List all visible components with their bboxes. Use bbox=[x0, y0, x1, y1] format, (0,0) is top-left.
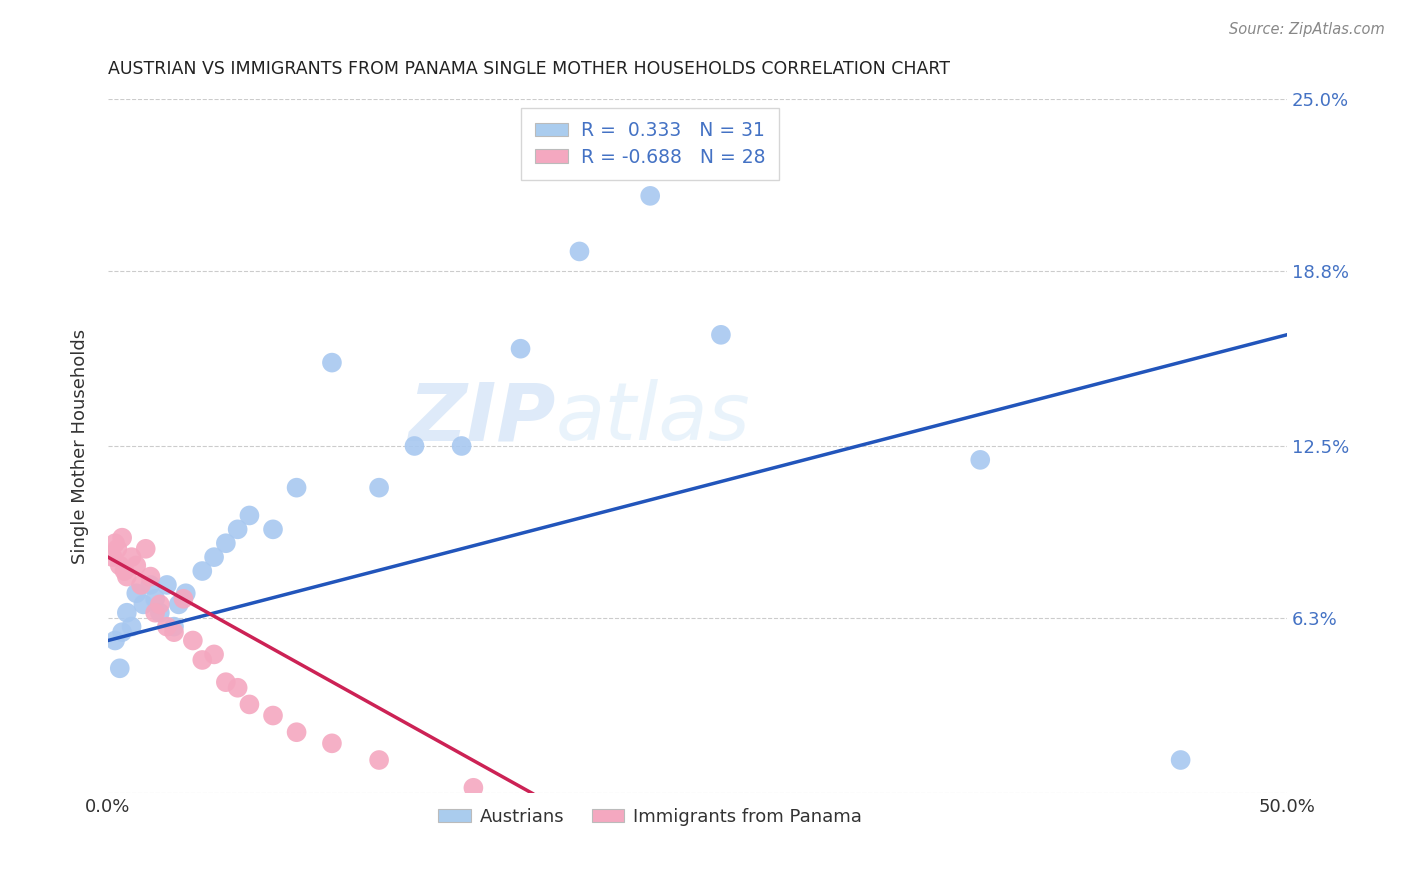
Point bbox=[404, 439, 426, 453]
Point bbox=[121, 550, 143, 565]
Point bbox=[368, 481, 391, 495]
Point bbox=[139, 569, 162, 583]
Point bbox=[172, 591, 194, 606]
Point bbox=[181, 633, 204, 648]
Point bbox=[202, 550, 225, 565]
Point bbox=[262, 522, 284, 536]
Point bbox=[149, 598, 172, 612]
Point bbox=[135, 541, 157, 556]
Text: ZIP: ZIP bbox=[409, 379, 555, 458]
Point bbox=[129, 578, 152, 592]
Point bbox=[710, 327, 733, 342]
Point bbox=[285, 481, 308, 495]
Point bbox=[509, 342, 531, 356]
Point bbox=[132, 598, 155, 612]
Point bbox=[202, 648, 225, 662]
Text: atlas: atlas bbox=[555, 379, 751, 458]
Point bbox=[368, 753, 391, 767]
Point bbox=[238, 508, 260, 523]
Point bbox=[115, 569, 138, 583]
Y-axis label: Single Mother Households: Single Mother Households bbox=[72, 328, 89, 564]
Point bbox=[156, 578, 179, 592]
Text: AUSTRIAN VS IMMIGRANTS FROM PANAMA SINGLE MOTHER HOUSEHOLDS CORRELATION CHART: AUSTRIAN VS IMMIGRANTS FROM PANAMA SINGL… bbox=[108, 60, 950, 78]
Point bbox=[104, 536, 127, 550]
Point bbox=[108, 558, 131, 573]
Point bbox=[125, 586, 148, 600]
Point bbox=[149, 606, 172, 620]
Point bbox=[114, 564, 136, 578]
Point bbox=[238, 698, 260, 712]
Point bbox=[463, 780, 485, 795]
Point bbox=[969, 453, 991, 467]
Point bbox=[450, 439, 472, 453]
Point bbox=[156, 619, 179, 633]
Text: Source: ZipAtlas.com: Source: ZipAtlas.com bbox=[1229, 22, 1385, 37]
Point bbox=[321, 736, 343, 750]
Point bbox=[226, 522, 249, 536]
Point bbox=[321, 356, 343, 370]
Point bbox=[262, 708, 284, 723]
Point bbox=[1170, 753, 1192, 767]
Point bbox=[125, 558, 148, 573]
Point bbox=[111, 531, 134, 545]
Point bbox=[111, 625, 134, 640]
Point bbox=[226, 681, 249, 695]
Point bbox=[215, 675, 238, 690]
Point bbox=[115, 606, 138, 620]
Point bbox=[143, 606, 166, 620]
Point bbox=[638, 189, 661, 203]
Point bbox=[101, 550, 124, 565]
Point bbox=[167, 598, 190, 612]
Legend: Austrians, Immigrants from Panama: Austrians, Immigrants from Panama bbox=[432, 800, 869, 833]
Point bbox=[191, 564, 214, 578]
Point bbox=[191, 653, 214, 667]
Point bbox=[104, 633, 127, 648]
Point bbox=[285, 725, 308, 739]
Point bbox=[215, 536, 238, 550]
Point bbox=[163, 619, 186, 633]
Point bbox=[139, 578, 162, 592]
Point bbox=[107, 541, 129, 556]
Point bbox=[143, 591, 166, 606]
Point bbox=[121, 619, 143, 633]
Point bbox=[108, 661, 131, 675]
Point bbox=[568, 244, 591, 259]
Point bbox=[174, 586, 197, 600]
Point bbox=[163, 625, 186, 640]
